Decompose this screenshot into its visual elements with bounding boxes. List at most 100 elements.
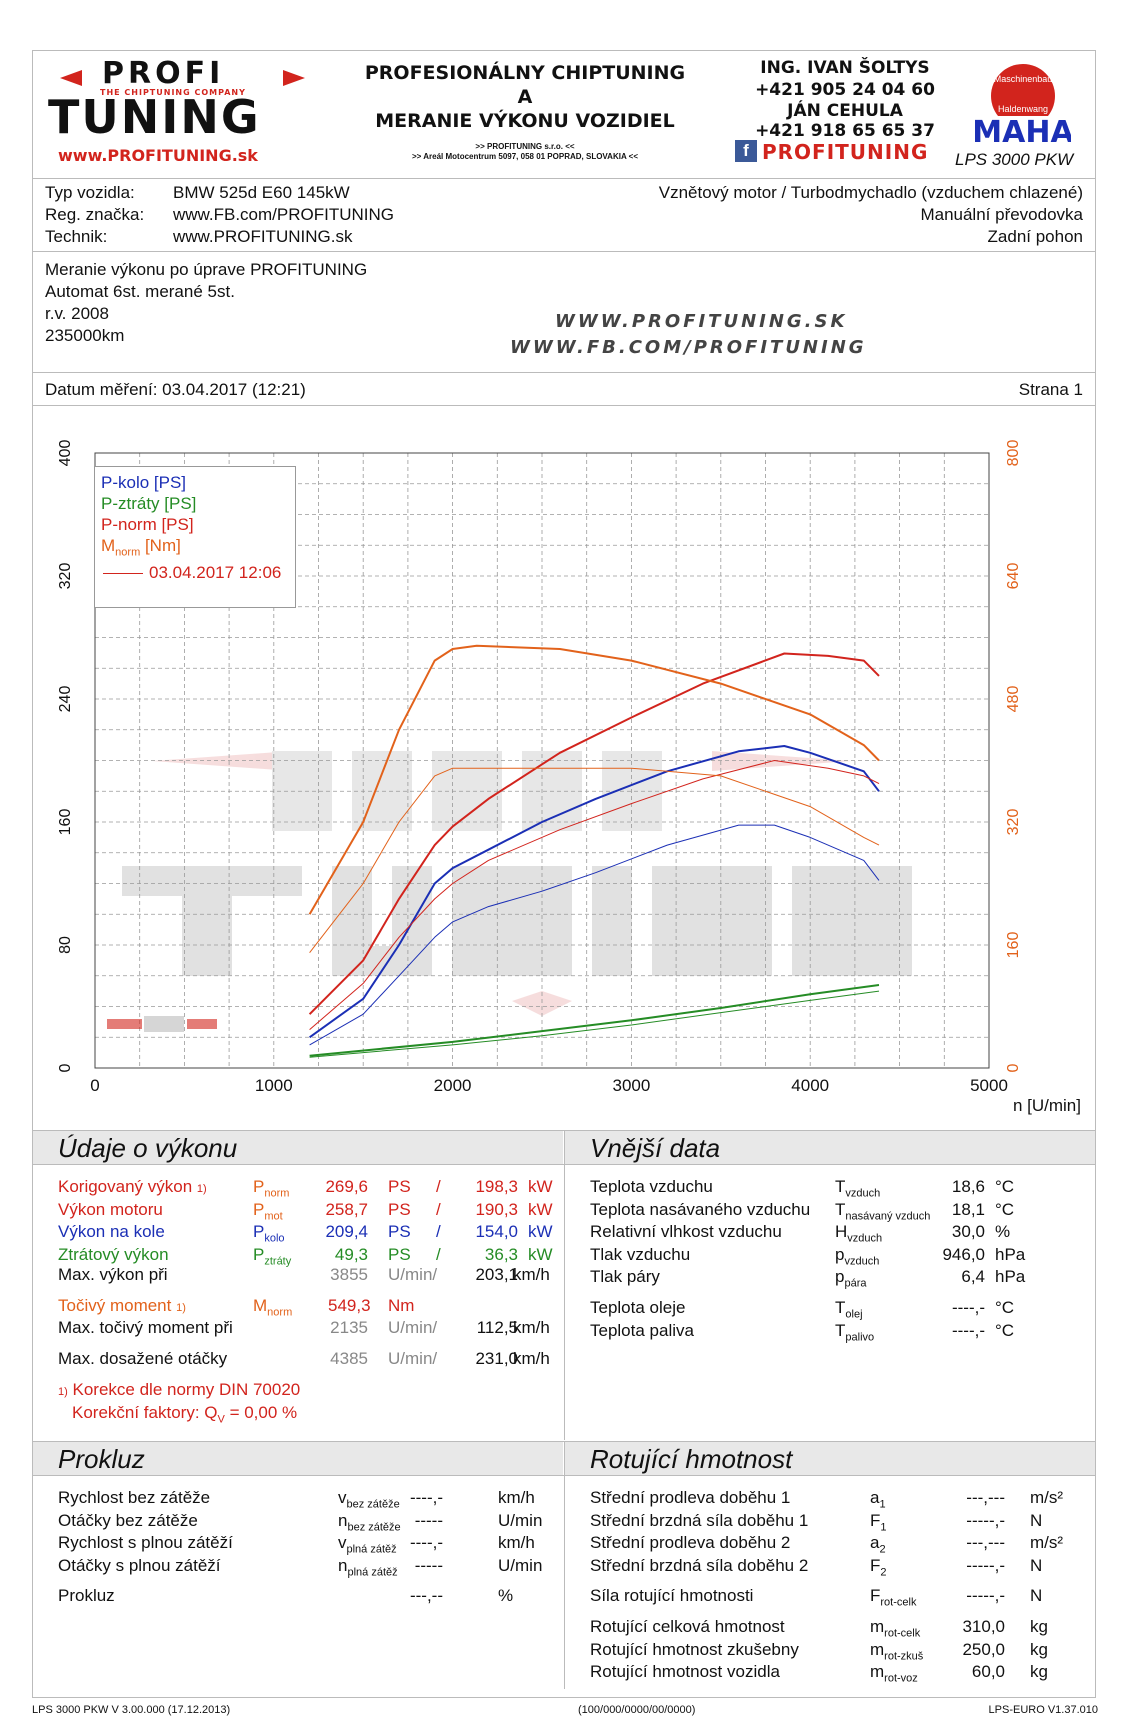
legend-m-norm-suffix: [Nm] <box>140 536 181 555</box>
external-sub: nasávaný vzduch <box>845 1209 931 1222</box>
contact-name1: ING. IVAN ŠOLTYS <box>760 58 930 78</box>
external-sym: H <box>835 1222 848 1241</box>
performance-row-label: Výkon motoru <box>58 1200 163 1220</box>
slip-value: ----- <box>414 1510 443 1530</box>
facebook-icon: f <box>735 140 757 162</box>
y-right-tick-label: 800 <box>1005 440 1022 467</box>
external-sym: T <box>835 1298 846 1317</box>
header-title-line1: PROFESIONÁLNY CHIPTUNING <box>364 62 686 84</box>
slip-unit: km/h <box>498 1533 535 1552</box>
legend-run-line <box>103 573 143 574</box>
chart-series <box>308 644 880 1058</box>
external-label: Teplota nasávaného vzduchu <box>590 1199 811 1219</box>
measurement-date: Datum měření: 03.04.2017 (12:21) <box>45 380 306 399</box>
x-axis-label: n [U/min] <box>1012 1096 1081 1115</box>
performance-kw-unit: kW <box>528 1199 553 1219</box>
external-sym: T <box>835 1320 846 1340</box>
slip-sym: n <box>338 1510 348 1530</box>
external-label: Teplota oleje <box>590 1298 686 1317</box>
slip-unit: U/min <box>498 1555 543 1575</box>
rotating-unit: kg <box>1030 1639 1048 1659</box>
external-unit: °C <box>995 1199 1015 1219</box>
y-left-tick-label: 320 <box>57 563 74 590</box>
torque-symbol: Mnorm <box>253 1296 292 1318</box>
max-torque-label: Max. točivý moment při <box>58 1318 233 1337</box>
rotating-unit: N <box>1030 1555 1043 1575</box>
series-line-0 <box>309 745 880 1039</box>
y-right-tick-label: 0 <box>1005 1063 1022 1072</box>
report-frame <box>32 50 1096 1698</box>
dyno-chart: 0 1000 2000 3000 4000 5000 0 80 160 240 320 400 0 160… <box>32 406 1096 1126</box>
max-torque-speed-unit: km/h <box>513 1318 550 1337</box>
y-left-tick-label: 160 <box>57 809 74 836</box>
slip-sub: plná zátěž <box>346 1543 397 1556</box>
performance-sub: norm <box>264 1187 290 1200</box>
max-rpm-label: Max. dosažené otáčky <box>58 1349 228 1368</box>
performance-sub: ztráty <box>264 1254 292 1267</box>
y-left-tick-label: 400 <box>57 440 74 467</box>
series-line-6 <box>308 644 880 915</box>
rotating-unit: N <box>1030 1586 1043 1605</box>
slip-label: Prokluz <box>58 1586 115 1605</box>
torque-label: Točivý moment 1) <box>58 1296 186 1316</box>
performance-ps-unit: PS <box>388 1222 411 1241</box>
max-power-rpm: 3855 <box>330 1265 368 1284</box>
rotating-label: Střední prodleva doběhu 2 <box>590 1533 791 1552</box>
rotating-symbol: a1 <box>870 1488 886 1510</box>
max-power-speed: 203,1 <box>475 1265 518 1284</box>
external-value: 18,6 <box>951 1177 985 1196</box>
performance-label-text: Ztrátový výkon <box>58 1244 169 1264</box>
chart-legend: P-kolo [PS] P-ztráty [PS] P-norm [PS] Mn… <box>94 466 296 608</box>
rotating-sym: F <box>870 1510 881 1530</box>
logo-left-arrow <box>60 70 82 86</box>
performance-ps-unit: PS <box>388 1244 411 1264</box>
y-right-tick-label: 640 <box>1005 563 1022 590</box>
external-sub: vzduch <box>847 1232 883 1245</box>
performance-sub: kolo <box>264 1232 285 1245</box>
torque-unit: Nm <box>388 1296 415 1315</box>
rotating-symbol: mrot-celk <box>870 1617 920 1639</box>
y-left-tick-label: 0 <box>57 1063 74 1072</box>
logo-tagline: THE CHIPTUNING COMPANY <box>100 88 246 97</box>
header-title-line3: MERANIE VÝKONU VOZIDIEL <box>375 110 675 132</box>
external-value: 6,4 <box>961 1267 985 1286</box>
header-address-line2: >> Areál Motocentrum 5097, 058 01 POPRAD… <box>411 152 638 161</box>
max-rpm-unit: U/min/ <box>388 1349 438 1368</box>
slip-label: Otáčky s plnou zátěží <box>58 1555 221 1575</box>
series-line-1 <box>309 824 880 1046</box>
rotating-sub: rot-voz <box>884 1672 918 1685</box>
tech-label: Technik: <box>45 227 108 246</box>
external-value: 18,1 <box>951 1199 985 1219</box>
rotating-sub: 2 <box>879 1543 886 1556</box>
performance-symbol: Pztráty <box>253 1245 291 1267</box>
rotating-symbol: F1 <box>870 1511 887 1533</box>
rotating-value: 250,0 <box>962 1639 1005 1659</box>
chart-small-logo <box>107 1016 217 1032</box>
rotating-sub: rot-celk <box>884 1627 921 1640</box>
external-value: 946,0 <box>942 1244 985 1264</box>
x-tick-label: 3000 <box>612 1076 650 1095</box>
performance-ps-value: 209,4 <box>325 1222 368 1241</box>
x-tick-label: 0 <box>90 1076 99 1095</box>
slip-label: Rychlost bez zátěže <box>58 1488 211 1507</box>
rotating-sym: F <box>870 1586 881 1605</box>
footer-right: LPS-EURO V1.37.010 <box>988 1704 1098 1716</box>
external-label: Tlak páry <box>590 1267 660 1286</box>
rotating-symbol: mrot-voz <box>870 1662 918 1684</box>
slip-sub: plná zátěž <box>347 1565 398 1578</box>
y-right-tick-label: 160 <box>1005 932 1022 959</box>
note-line4: 235000km <box>45 326 125 345</box>
gearbox: Manuální převodovka <box>920 205 1083 224</box>
footer-left: LPS 3000 PKW V 3.00.000 (17.12.2013) <box>32 1704 231 1716</box>
rotating-symbol: a2 <box>870 1533 886 1555</box>
external-unit: °C <box>995 1298 1015 1317</box>
external-unit: hPa <box>995 1244 1026 1264</box>
tech-value: www.PROFITUNING.sk <box>173 227 353 246</box>
max-rpm-speed: 231,0 <box>475 1349 518 1368</box>
performance-ps-unit: PS <box>388 1199 411 1219</box>
y-left-tick-label: 240 <box>57 686 74 713</box>
rotating-symbol: Frot-celk <box>870 1586 916 1608</box>
reg-label: Reg. značka: <box>45 205 145 224</box>
x-tick-label: 5000 <box>970 1076 1008 1095</box>
performance-kw-value: 198,3 <box>475 1177 518 1196</box>
